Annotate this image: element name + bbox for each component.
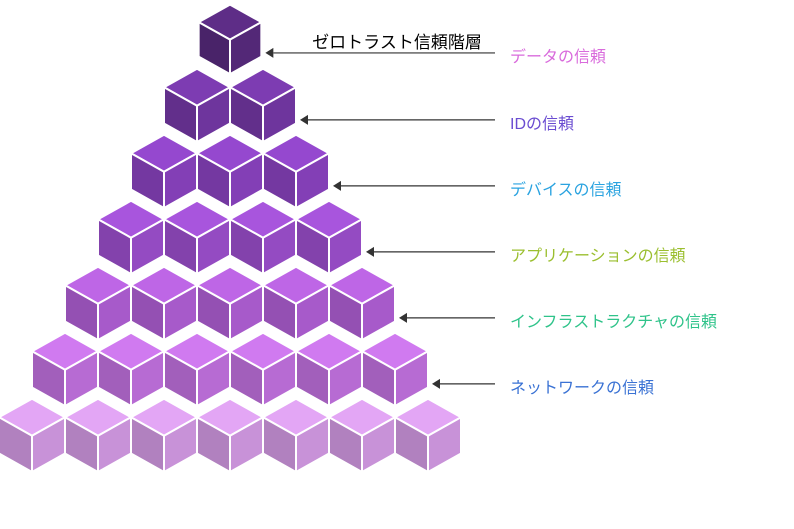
diagram-stage: ゼロトラスト信頼階層 データの信頼 IDの信頼デバイスの信頼アプリケーションの信頼…: [0, 0, 794, 524]
pyramid-level-label: IDの信頼: [510, 110, 574, 134]
pyramid-level-label: ネットワークの信頼: [510, 374, 654, 398]
pyramid-level-label: インフラストラクチャの信頼: [510, 308, 717, 332]
pyramid-level-label: アプリケーションの信頼: [510, 242, 686, 266]
page-title: ゼロトラスト信頼階層: [0, 28, 794, 53]
pyramid-level-label: データの信頼: [510, 43, 606, 67]
pyramid-level-label: デバイスの信頼: [510, 176, 622, 200]
